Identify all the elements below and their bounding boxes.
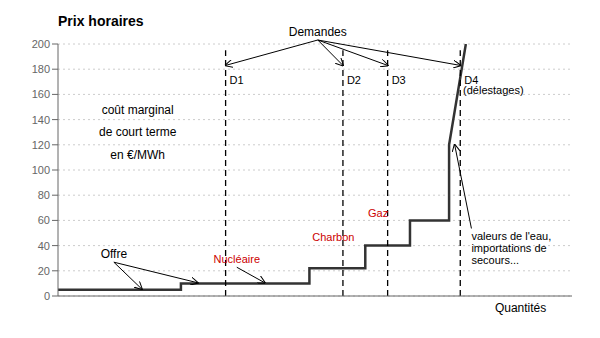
svg-text:40: 40	[38, 240, 50, 252]
svg-text:Demandes: Demandes	[289, 25, 347, 39]
svg-text:D2: D2	[347, 74, 361, 86]
svg-text:(délestages): (délestages)	[463, 84, 524, 96]
svg-text:100: 100	[32, 164, 50, 176]
svg-text:Offre: Offre	[101, 247, 128, 261]
svg-text:Prix horaires: Prix horaires	[58, 13, 144, 29]
svg-text:140: 140	[32, 114, 50, 126]
svg-text:180: 180	[32, 63, 50, 75]
svg-text:200: 200	[32, 38, 50, 50]
svg-text:60: 60	[38, 214, 50, 226]
svg-text:coût marginal: coût marginal	[102, 103, 174, 117]
svg-text:Charbon: Charbon	[312, 231, 354, 243]
svg-text:Nucléaire: Nucléaire	[214, 253, 260, 265]
svg-text:valeurs de l'eau,: valeurs de l'eau,	[471, 230, 551, 242]
svg-text:Gaz: Gaz	[368, 207, 388, 219]
svg-text:160: 160	[32, 88, 50, 100]
svg-text:80: 80	[38, 189, 50, 201]
svg-text:20: 20	[38, 265, 50, 277]
svg-text:de court terme: de court terme	[99, 125, 177, 139]
svg-text:secours...: secours...	[471, 254, 519, 266]
svg-text:importations de: importations de	[471, 242, 546, 254]
svg-text:0: 0	[44, 290, 50, 302]
svg-text:120: 120	[32, 139, 50, 151]
svg-text:D4: D4	[464, 74, 478, 86]
svg-text:D1: D1	[230, 74, 244, 86]
svg-text:D3: D3	[392, 74, 406, 86]
svg-text:Quantités: Quantités	[495, 301, 546, 315]
svg-text:en €/MWh: en €/MWh	[110, 148, 165, 162]
